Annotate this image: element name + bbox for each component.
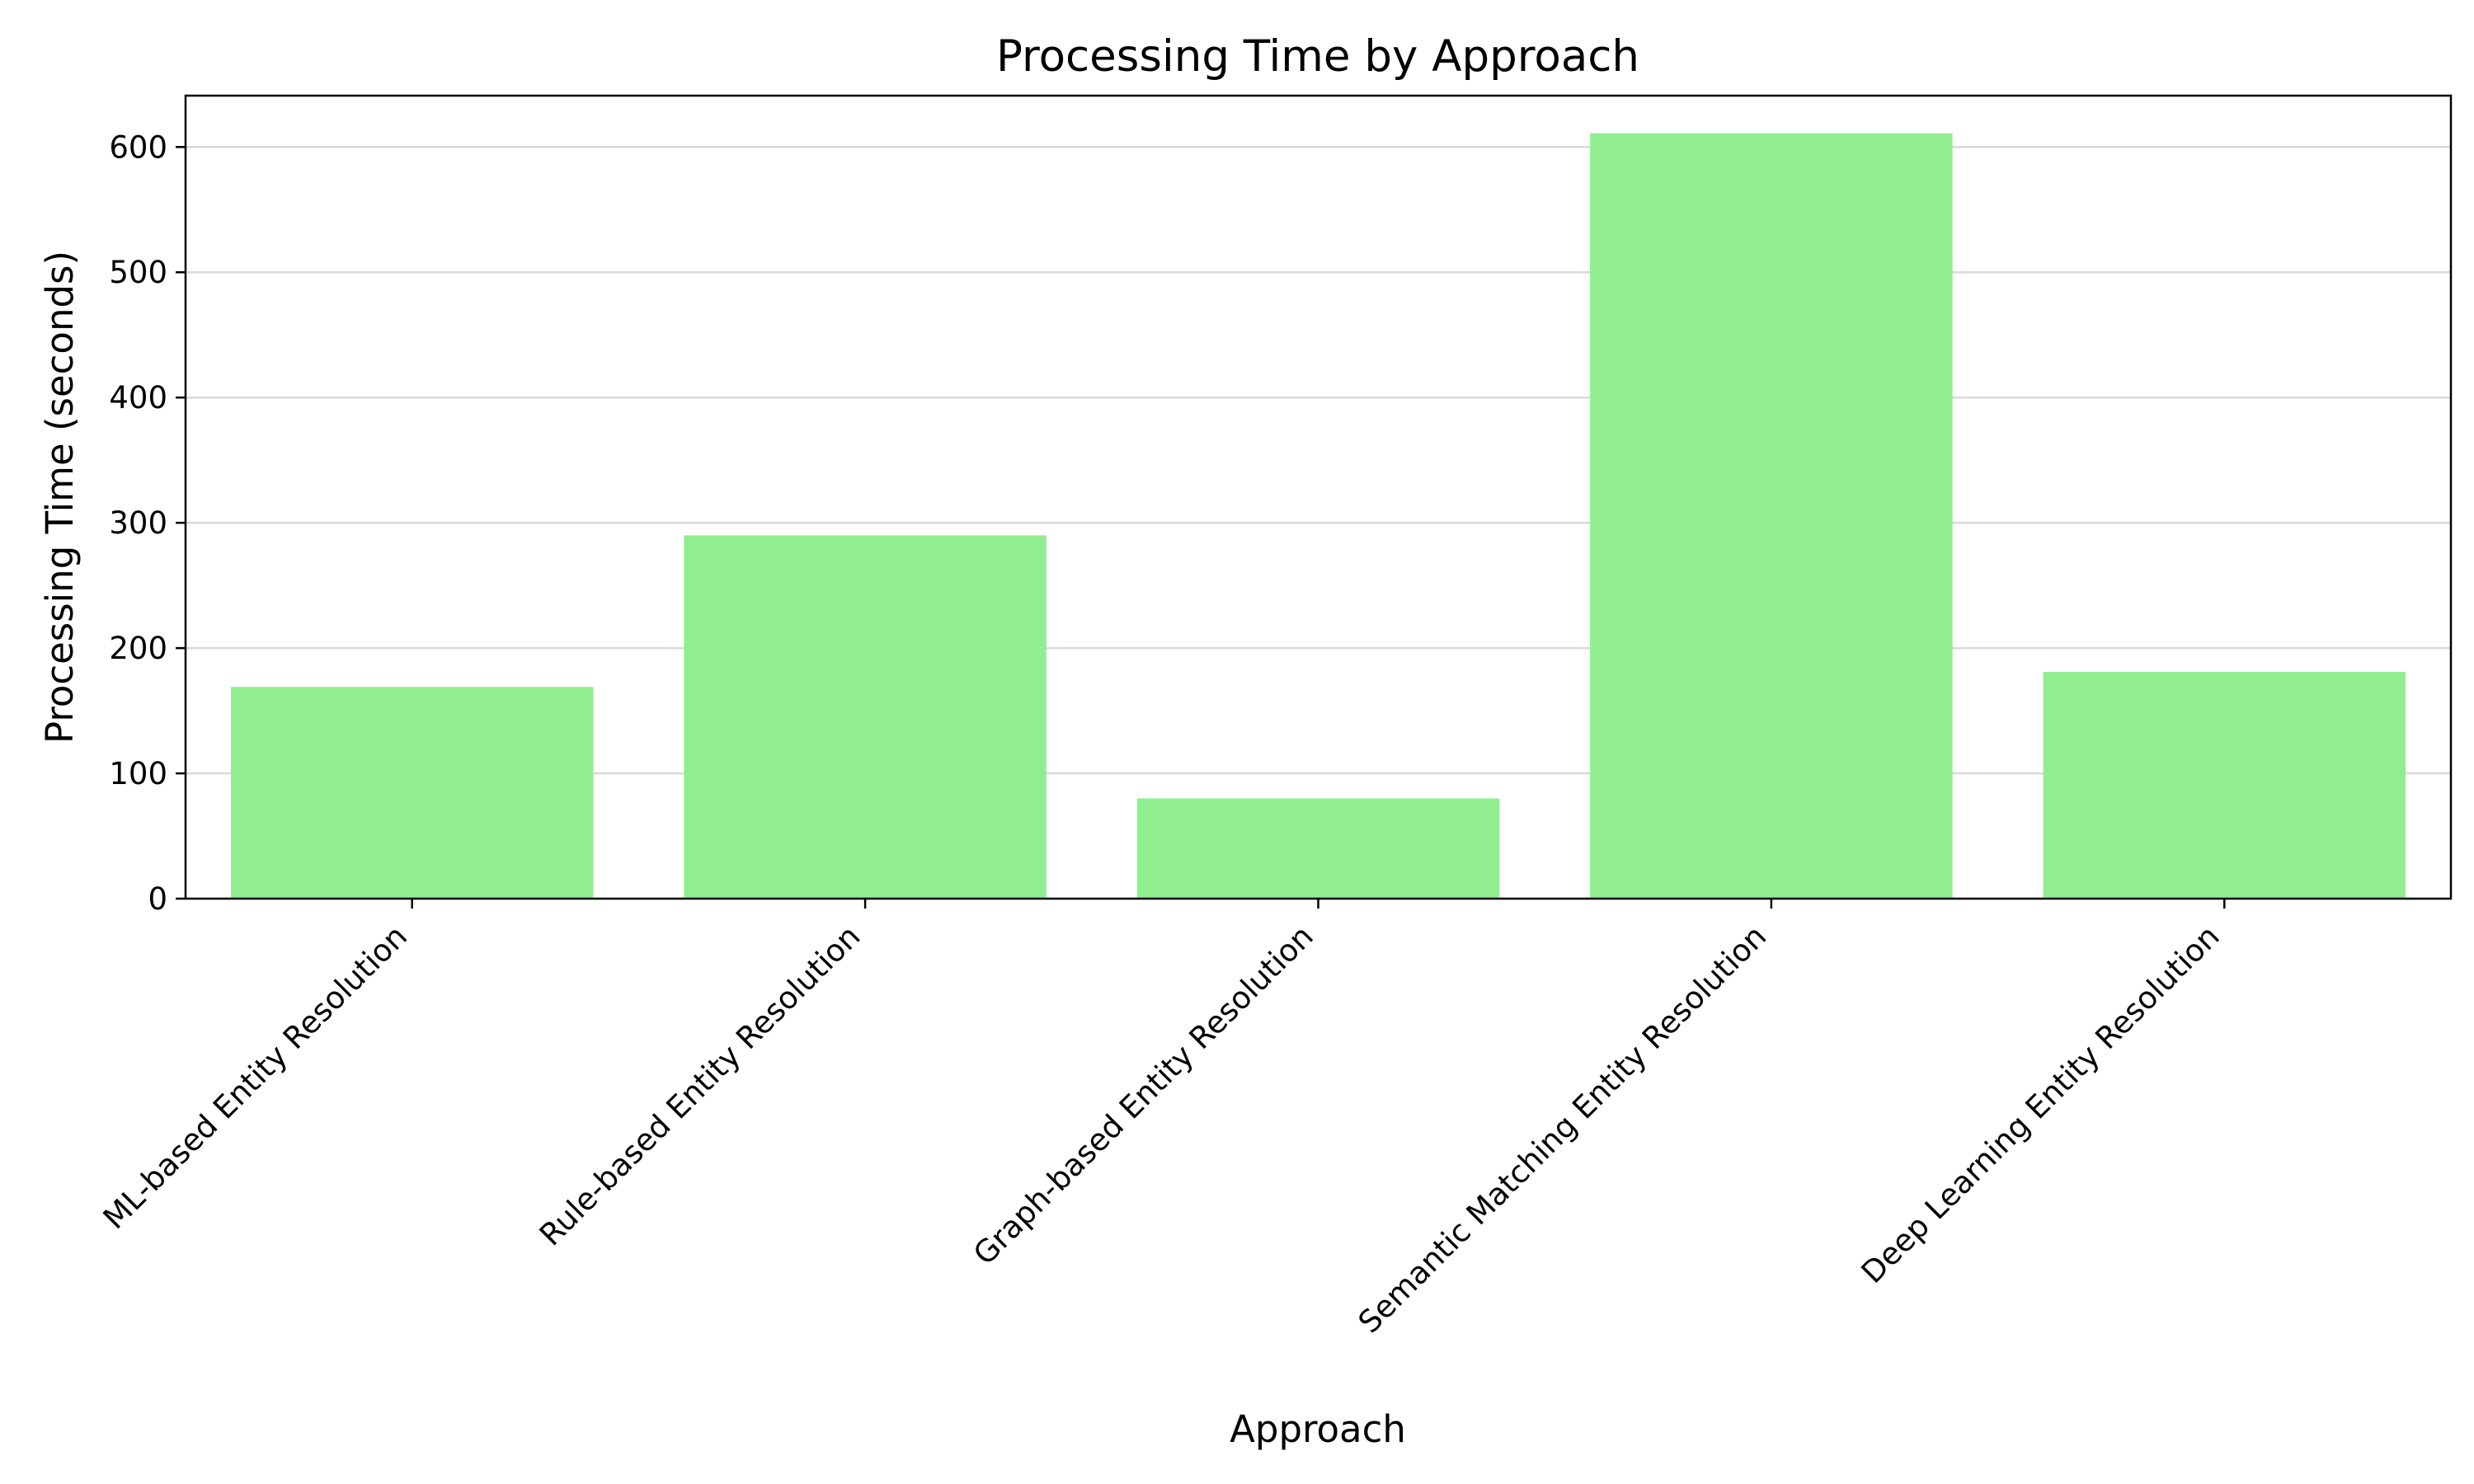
x-tick-label-1: ML-based Entity Resolution (96, 918, 414, 1236)
bar-2 (684, 535, 1047, 899)
y-tick-label-300: 300 (109, 505, 167, 541)
x-axis-label: Approach (1230, 1407, 1406, 1451)
bar-3 (1136, 798, 1500, 899)
x-tick-label-3: Graph-based Entity Resolution (967, 918, 1320, 1272)
bar-1 (230, 687, 594, 899)
x-tick-label-5: Deep Learning Entity Resolution (1855, 918, 2227, 1290)
bars (230, 133, 2406, 899)
chart-title: Processing Time by Approach (996, 31, 1639, 82)
bar-4 (1590, 133, 1953, 899)
y-tick-label-600: 600 (109, 129, 167, 165)
y-tick-label-500: 500 (109, 255, 167, 290)
y-tick-label-0: 0 (148, 881, 167, 917)
x-tick-label-2: Rule-based Entity Resolution (533, 918, 867, 1252)
y-axis-label: Processing Time (seconds) (38, 251, 82, 744)
y-axis-ticks: 0 100 200 300 400 500 600 (109, 129, 186, 917)
y-tick-label-400: 400 (109, 380, 167, 416)
x-axis-ticks: ML-based Entity Resolution Rule-based Ent… (96, 899, 2227, 1340)
bar-5 (2043, 671, 2406, 899)
y-tick-label-200: 200 (109, 631, 167, 666)
x-tick-label-4: Semantic Matching Entity Resolution (1352, 918, 1773, 1340)
y-tick-label-100: 100 (109, 756, 167, 791)
